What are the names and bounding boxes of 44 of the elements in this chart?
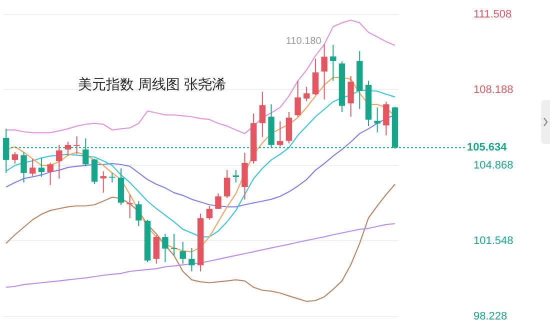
candlestick	[374, 106, 380, 133]
candlestick	[348, 76, 354, 118]
y-tick-label: 111.508	[473, 8, 512, 20]
candlestick	[136, 200, 142, 227]
line-series	[6, 20, 396, 134]
candlestick	[188, 247, 195, 272]
line-series	[6, 223, 396, 288]
line-series	[6, 184, 396, 302]
candlestick	[259, 91, 266, 138]
ref-line-label: 105.634	[466, 142, 508, 154]
candlestick	[162, 233, 168, 263]
candlestick	[153, 234, 160, 264]
candlestick	[383, 101, 390, 136]
y-tick-label: 98.228	[473, 310, 508, 322]
candlestick	[20, 152, 27, 183]
candlestick	[64, 141, 72, 156]
candlestick	[3, 128, 10, 174]
candlestick	[286, 111, 292, 144]
candlestick	[232, 169, 239, 183]
candlestick	[206, 205, 212, 220]
y-tick-label: 108.188	[473, 84, 514, 96]
candlestick	[312, 58, 319, 96]
candlestick	[330, 44, 336, 82]
candlestick	[30, 158, 36, 176]
candlestick	[100, 170, 106, 194]
annotation: 110.180	[286, 36, 322, 48]
candlestick	[321, 44, 328, 100]
candlestick	[277, 120, 284, 148]
candlestick	[74, 136, 80, 155]
candlestick	[215, 192, 222, 210]
candlestick	[12, 152, 18, 164]
candlestick	[126, 194, 133, 219]
candlestick	[91, 158, 98, 185]
candlestick	[304, 86, 310, 102]
candlestick	[180, 241, 186, 264]
candlestick	[38, 157, 45, 178]
candlestick	[47, 162, 54, 186]
candlestick	[56, 144, 62, 180]
candlestick	[294, 80, 301, 118]
y-tick-label: 104.868	[473, 160, 514, 172]
candlestick	[170, 233, 178, 256]
y-tick-label: 101.548	[473, 235, 514, 247]
text: 美元指数 周线图 张尧浠	[78, 76, 226, 92]
candlestick	[224, 169, 230, 198]
